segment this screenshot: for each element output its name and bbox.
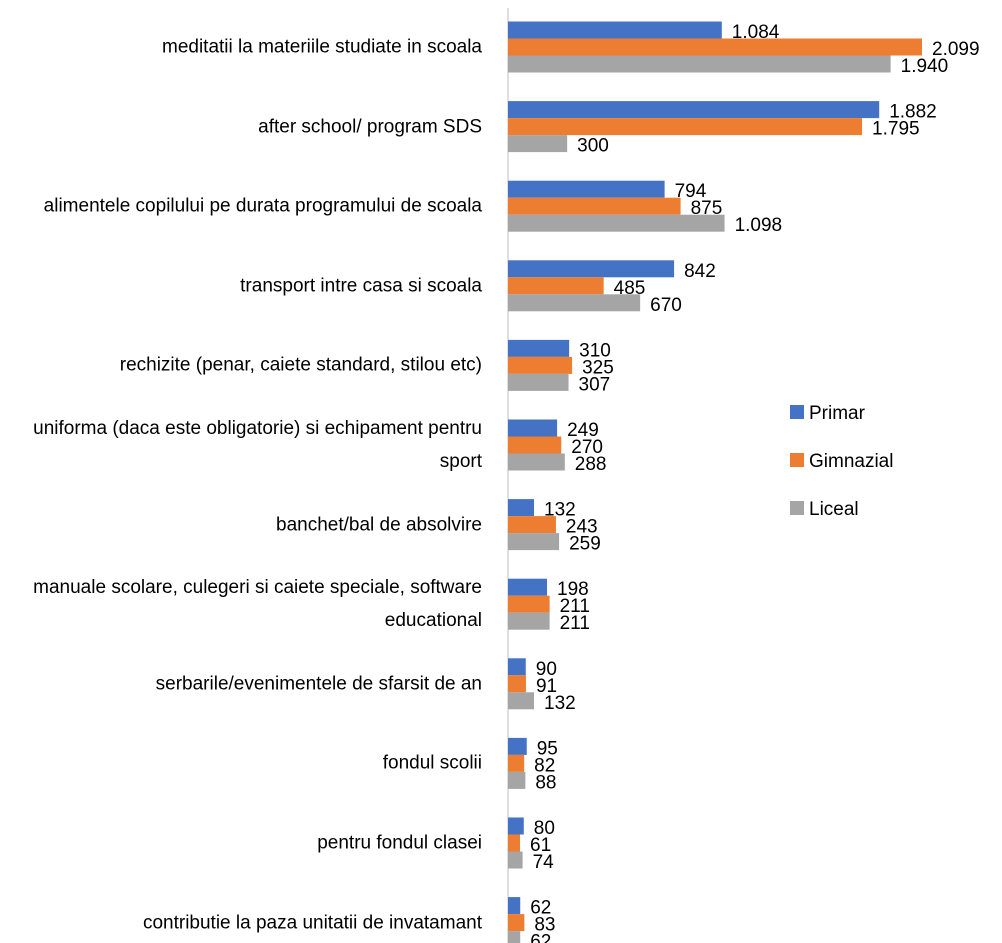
bar — [508, 180, 665, 198]
bar — [508, 658, 526, 676]
value-label: 259 — [569, 534, 601, 555]
value-label: 74 — [533, 852, 555, 873]
bar — [508, 533, 560, 551]
value-label: 1.882 — [889, 102, 937, 123]
bar — [508, 771, 526, 789]
value-label: 794 — [675, 181, 707, 202]
value-label: 61 — [530, 835, 551, 856]
bar — [508, 260, 675, 278]
category-label: alimentele copilului pe durata programul… — [43, 195, 482, 217]
bar — [508, 578, 548, 596]
value-label: 842 — [684, 261, 716, 282]
category-label: serbarile/evenimentele de sfarsit de an — [155, 673, 482, 695]
bar — [508, 754, 525, 772]
value-label: 88 — [535, 772, 556, 793]
value-label: 62 — [530, 898, 551, 919]
bar — [508, 101, 880, 119]
bar — [508, 737, 527, 755]
category-label: contributie la paza unitatii de invatama… — [142, 912, 482, 934]
bar — [508, 897, 521, 915]
bar — [508, 612, 550, 630]
value-label: 875 — [691, 198, 723, 219]
bar — [508, 373, 569, 391]
legend-label: Liceal — [809, 499, 859, 520]
value-label: 91 — [536, 676, 557, 697]
bar — [508, 118, 863, 136]
bar — [508, 21, 722, 39]
value-label: 1.795 — [872, 119, 920, 140]
category-label: transport intre casa si scoala — [240, 275, 482, 297]
value-label: 325 — [582, 357, 614, 378]
bar — [508, 135, 568, 153]
bar — [508, 38, 922, 56]
bar — [508, 294, 641, 312]
value-label: 82 — [534, 755, 555, 776]
value-label: 270 — [571, 437, 603, 458]
value-label: 1.940 — [901, 56, 949, 77]
value-label: 288 — [575, 454, 607, 475]
bar — [508, 851, 523, 869]
bar — [508, 516, 556, 534]
value-label: 1.084 — [732, 22, 780, 43]
value-label: 300 — [577, 136, 609, 157]
category-label: meditatii la materiile studiate in scoal… — [162, 36, 482, 58]
bar — [508, 675, 526, 693]
category-label: manuale scolare, culegeri si caiete spec… — [33, 577, 482, 632]
bar — [508, 834, 521, 852]
legend-swatch — [790, 453, 804, 467]
bar — [508, 277, 604, 295]
bar — [508, 55, 891, 73]
value-label: 80 — [534, 818, 555, 839]
value-label: 211 — [560, 613, 590, 634]
value-label: 243 — [566, 517, 598, 538]
value-label: 1.098 — [735, 215, 783, 236]
bar — [508, 356, 573, 374]
legend-label: Gimnazial — [809, 451, 893, 472]
category-label: after school/ program SDS — [258, 116, 482, 138]
value-label: 485 — [614, 278, 646, 299]
value-label: 211 — [560, 596, 590, 617]
category-label: fondul scolii — [382, 752, 482, 774]
category-label: rechizite (penar, caiete standard, stilo… — [119, 354, 482, 376]
legend-swatch — [790, 405, 804, 419]
value-label: 310 — [579, 340, 611, 361]
bar — [508, 419, 558, 437]
category-label: banchet/bal de absolvire — [276, 514, 482, 536]
value-label: 307 — [579, 374, 611, 395]
bar — [508, 214, 725, 232]
value-label: 95 — [537, 738, 558, 759]
bar — [508, 436, 562, 454]
bar — [508, 931, 521, 943]
value-label: 2.099 — [932, 39, 980, 60]
bar — [508, 914, 525, 932]
value-label: 132 — [544, 693, 576, 714]
category-label: pentru fondul clasei — [317, 832, 482, 854]
value-label: 249 — [567, 420, 599, 441]
value-label: 670 — [650, 295, 682, 316]
bar — [508, 499, 535, 517]
bar — [508, 817, 524, 835]
bar — [508, 692, 535, 710]
category-label: uniforma (daca este obligatorie) si echi… — [33, 418, 482, 472]
bar — [508, 595, 550, 613]
value-label: 62 — [530, 932, 551, 943]
bar — [508, 453, 565, 471]
value-label: 83 — [534, 915, 555, 936]
value-label: 198 — [557, 579, 589, 600]
value-label: 90 — [536, 659, 557, 680]
legend-label: Primar — [809, 403, 866, 424]
bar — [508, 339, 570, 357]
value-label: 132 — [544, 500, 576, 521]
bar — [508, 197, 681, 215]
legend-swatch — [790, 501, 804, 515]
